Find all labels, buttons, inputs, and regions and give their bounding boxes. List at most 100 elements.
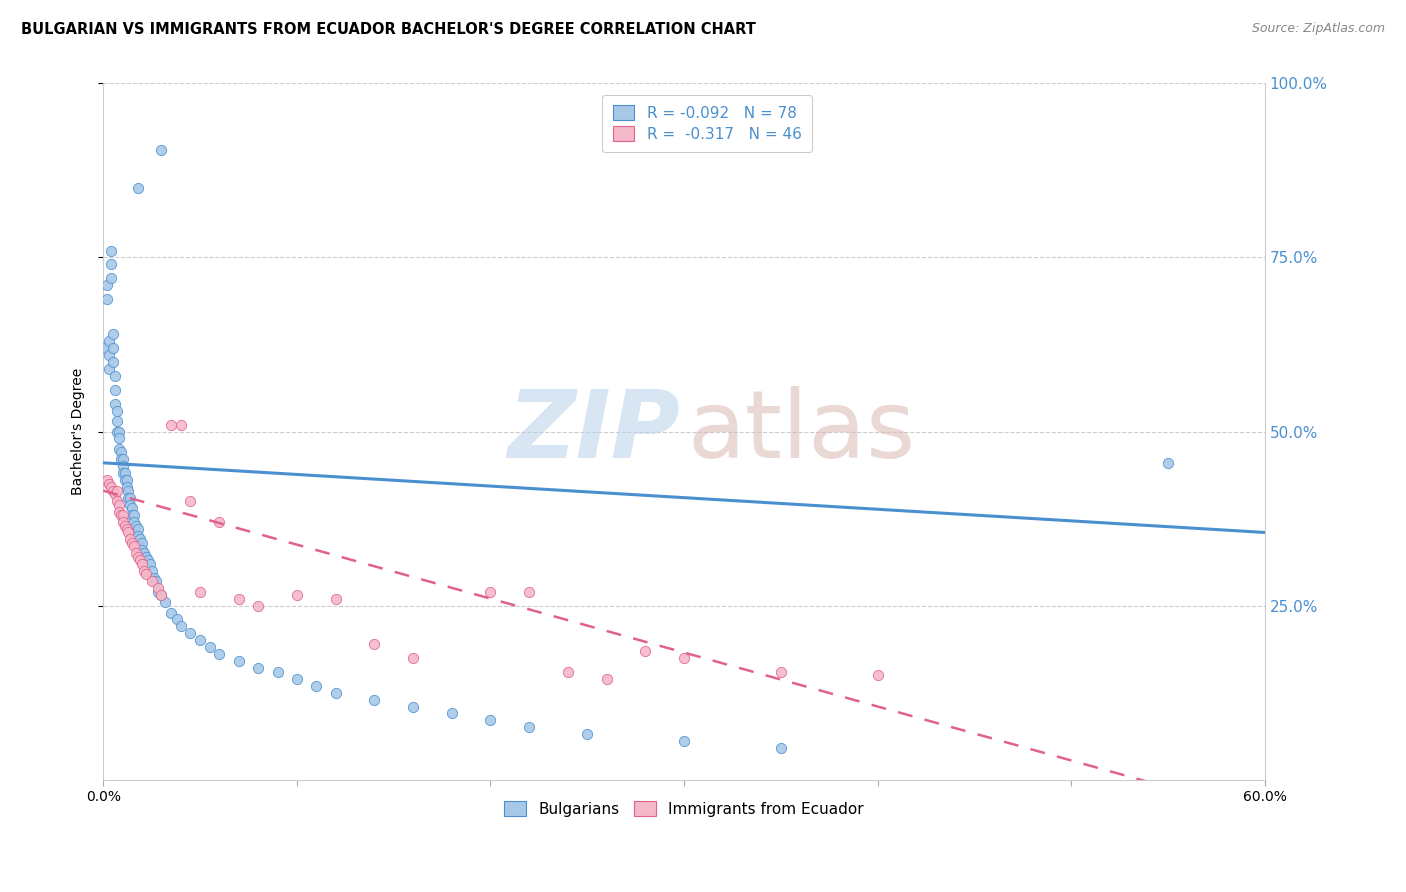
Point: [247, 661, 270, 675]
Point: [517, 584, 540, 599]
Point: [595, 672, 617, 686]
Point: [402, 650, 425, 665]
Point: [135, 549, 157, 564]
Point: [170, 619, 193, 633]
Point: [363, 637, 385, 651]
Point: [131, 542, 153, 557]
Point: [228, 591, 250, 606]
Point: [166, 612, 188, 626]
Point: [125, 518, 148, 533]
Point: [285, 672, 308, 686]
Point: [146, 584, 169, 599]
Point: [127, 529, 149, 543]
Point: [121, 501, 143, 516]
Point: [117, 525, 139, 540]
Point: [120, 498, 142, 512]
Point: [107, 432, 129, 446]
Point: [146, 581, 169, 595]
Point: [769, 741, 792, 756]
Point: [105, 494, 128, 508]
Point: [673, 650, 696, 665]
Point: [634, 644, 657, 658]
Point: [117, 483, 139, 498]
Point: [557, 665, 579, 679]
Point: [305, 679, 328, 693]
Point: [100, 271, 122, 285]
Text: atlas: atlas: [688, 385, 915, 477]
Point: [122, 540, 145, 554]
Point: [101, 327, 124, 342]
Point: [94, 341, 117, 355]
Point: [96, 473, 118, 487]
Point: [105, 403, 128, 417]
Point: [247, 599, 270, 613]
Point: [127, 181, 149, 195]
Point: [107, 498, 129, 512]
Point: [100, 257, 122, 271]
Point: [101, 483, 124, 498]
Point: [131, 557, 153, 571]
Point: [132, 546, 155, 560]
Point: [121, 508, 143, 522]
Point: [122, 508, 145, 522]
Point: [136, 553, 159, 567]
Point: [160, 606, 183, 620]
Point: [121, 536, 143, 550]
Point: [129, 533, 152, 547]
Point: [440, 706, 463, 721]
Point: [111, 515, 134, 529]
Point: [115, 480, 138, 494]
Point: [139, 557, 162, 571]
Point: [100, 480, 122, 494]
Point: [114, 518, 136, 533]
Text: BULGARIAN VS IMMIGRANTS FROM ECUADOR BACHELOR'S DEGREE CORRELATION CHART: BULGARIAN VS IMMIGRANTS FROM ECUADOR BAC…: [21, 22, 756, 37]
Point: [127, 549, 149, 564]
Point: [115, 473, 138, 487]
Point: [111, 467, 134, 481]
Point: [104, 397, 127, 411]
Point: [141, 564, 163, 578]
Point: [114, 473, 136, 487]
Point: [179, 494, 201, 508]
Point: [673, 734, 696, 748]
Point: [107, 425, 129, 439]
Text: Source: ZipAtlas.com: Source: ZipAtlas.com: [1251, 22, 1385, 36]
Point: [111, 508, 134, 522]
Point: [104, 368, 127, 383]
Point: [285, 588, 308, 602]
Point: [107, 505, 129, 519]
Point: [325, 591, 347, 606]
Point: [117, 491, 139, 505]
Point: [131, 536, 153, 550]
Point: [402, 699, 425, 714]
Point: [110, 508, 132, 522]
Point: [125, 546, 148, 560]
Point: [325, 685, 347, 699]
Point: [132, 564, 155, 578]
Point: [120, 491, 142, 505]
Point: [96, 292, 118, 306]
Point: [145, 574, 167, 589]
Point: [98, 476, 121, 491]
Point: [188, 584, 211, 599]
Point: [111, 459, 134, 474]
Point: [98, 334, 121, 348]
Point: [114, 467, 136, 481]
Point: [104, 383, 127, 397]
Point: [115, 522, 138, 536]
Point: [150, 588, 173, 602]
Point: [122, 515, 145, 529]
Point: [160, 417, 183, 432]
Point: [127, 522, 149, 536]
Y-axis label: Bachelor's Degree: Bachelor's Degree: [72, 368, 86, 495]
Point: [129, 553, 152, 567]
Text: ZIP: ZIP: [508, 385, 681, 477]
Point: [142, 571, 165, 585]
Point: [170, 417, 193, 432]
Point: [110, 445, 132, 459]
Point: [179, 626, 201, 640]
Point: [208, 648, 231, 662]
Point: [866, 668, 889, 682]
Point: [105, 414, 128, 428]
Point: [98, 362, 121, 376]
